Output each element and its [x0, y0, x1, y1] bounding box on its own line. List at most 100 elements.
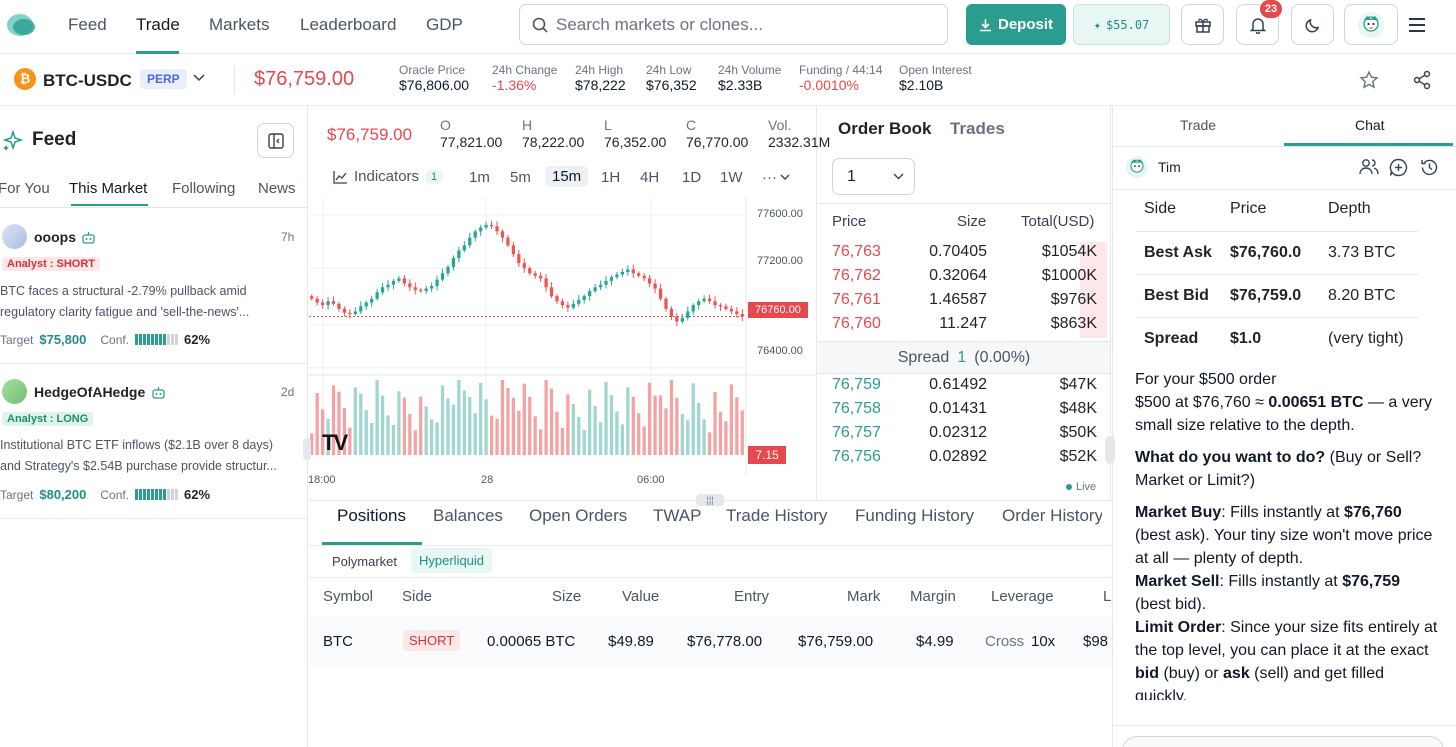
- bid-row[interactable]: 76,756 0.02892 $52K: [832, 448, 1097, 472]
- history-icon[interactable]: [1420, 158, 1439, 177]
- chevron-down-icon: [893, 173, 904, 180]
- feed-post[interactable]: HedgeOfAHedge 2d Analyst : LONG Institut…: [0, 364, 308, 519]
- timeframe-1d[interactable]: 1D: [682, 169, 702, 186]
- avatar[interactable]: [2, 224, 27, 249]
- app-logo-icon[interactable]: [6, 12, 36, 38]
- post-username[interactable]: ooops: [34, 229, 76, 245]
- volume-bar: [429, 419, 434, 455]
- ask-row[interactable]: 76,762 0.32064 $1000K: [832, 267, 1097, 291]
- subtab-hyperliquid[interactable]: Hyperliquid: [411, 548, 493, 573]
- candle-body: [740, 313, 744, 317]
- ask-depth-bar: [1080, 242, 1107, 338]
- spread-label: Spread: [897, 348, 950, 366]
- tab-trade-panel[interactable]: Trade: [1180, 117, 1217, 133]
- profile-button[interactable]: [1344, 4, 1398, 45]
- nav-gdp[interactable]: GDP: [426, 15, 463, 34]
- timeframe-15m[interactable]: 15m: [545, 166, 589, 187]
- col-symbol[interactable]: Symbol: [323, 588, 374, 605]
- post-username[interactable]: HedgeOfAHedge: [34, 384, 146, 400]
- resize-handle-vertical[interactable]: [303, 438, 311, 460]
- timeframe-1h[interactable]: 1H: [601, 169, 621, 186]
- bid-row[interactable]: 76,759 0.61492 $47K: [832, 376, 1097, 400]
- nav-leaderboard[interactable]: Leaderboard: [300, 15, 397, 34]
- candle-body: [533, 273, 537, 276]
- ask-row[interactable]: 76,760 11.247 $863K: [832, 315, 1097, 339]
- nav-markets[interactable]: Markets: [209, 15, 270, 34]
- chat-span: : Since your size fits entirely at the t…: [1135, 619, 1438, 659]
- candle-body: [620, 272, 625, 275]
- price-chart[interactable]: [309, 197, 817, 497]
- timeframe-1m[interactable]: 1m: [469, 169, 490, 186]
- tab-funding-history[interactable]: Funding History: [855, 506, 975, 525]
- new-chat-icon[interactable]: [1389, 158, 1408, 177]
- ask-row[interactable]: 76,761 1.46587 $976K: [832, 291, 1097, 315]
- indicators-button[interactable]: Indicators 1: [333, 168, 444, 185]
- more-timeframes-button[interactable]: ···: [762, 169, 790, 186]
- ask-row[interactable]: 76,763 0.70405 $1054K: [832, 243, 1097, 267]
- candle-body: [320, 302, 325, 306]
- bid-row[interactable]: 76,757 0.02312 $50K: [832, 424, 1097, 448]
- share-icon[interactable]: [1412, 70, 1432, 90]
- col-value[interactable]: Value: [622, 588, 660, 605]
- candle-body: [582, 296, 586, 300]
- collapse-panel-button[interactable]: [257, 123, 294, 158]
- grouping-select[interactable]: 1: [832, 158, 915, 195]
- volume-bar: [729, 384, 734, 455]
- chat-input[interactable]: [1122, 736, 1444, 747]
- candle-body: [697, 301, 701, 306]
- nav-trade[interactable]: Trade: [136, 15, 180, 34]
- theme-toggle-button[interactable]: [1291, 4, 1334, 45]
- volume-bar: [315, 393, 319, 455]
- avatar[interactable]: [2, 379, 27, 404]
- notifications-button[interactable]: [1236, 4, 1279, 45]
- col-liquidation[interactable]: L: [1103, 588, 1111, 605]
- menu-button[interactable]: [1399, 4, 1435, 45]
- col-side[interactable]: Side: [402, 588, 433, 605]
- feed-tab-for-you[interactable]: For You: [0, 180, 50, 197]
- tab-order-book[interactable]: Order Book: [838, 119, 932, 138]
- balance-button[interactable]: ✦ $55.07: [1073, 4, 1170, 45]
- timeframe-4h[interactable]: 4H: [640, 169, 660, 186]
- volume-bar: [489, 415, 494, 455]
- btc-coin-icon: ₿: [14, 68, 36, 90]
- stat-high: 24h High $78,222: [575, 63, 626, 93]
- divider: [818, 203, 1110, 204]
- volume-bar: [506, 388, 510, 455]
- timeframe-1w[interactable]: 1W: [720, 169, 743, 186]
- search-input[interactable]: [556, 5, 936, 44]
- tab-open-orders[interactable]: Open Orders: [529, 506, 628, 525]
- bid-row[interactable]: 76,758 0.01431 $48K: [832, 400, 1097, 424]
- volume-tag: 7.15: [748, 446, 786, 464]
- volume-bar: [549, 388, 554, 455]
- tab-twap[interactable]: TWAP: [653, 506, 702, 525]
- col-size[interactable]: Size: [552, 588, 582, 605]
- chevron-down-icon[interactable]: [193, 74, 205, 82]
- timeframe-5m[interactable]: 5m: [510, 169, 531, 186]
- feed-tab-news[interactable]: News: [258, 180, 296, 197]
- nav-feed[interactable]: Feed: [68, 15, 107, 34]
- star-icon[interactable]: [1359, 70, 1379, 90]
- tab-order-history[interactable]: Order History: [1002, 506, 1102, 525]
- tab-balances[interactable]: Balances: [433, 506, 503, 525]
- feed-tab-this-market[interactable]: This Market: [69, 180, 148, 197]
- search-box[interactable]: [519, 4, 948, 45]
- tab-positions[interactable]: Positions: [337, 506, 406, 525]
- tab-chat[interactable]: Chat: [1355, 117, 1385, 133]
- side-short-badge: SHORT: [403, 630, 461, 651]
- users-icon[interactable]: [1359, 158, 1379, 176]
- chat-bold: What do you want to do?: [1135, 449, 1326, 466]
- col-mark[interactable]: Mark: [847, 588, 881, 605]
- tab-trade-history[interactable]: Trade History: [726, 506, 828, 525]
- feed-post[interactable]: ooops 7h Analyst : SHORT BTC faces a str…: [0, 208, 308, 364]
- resize-handle-vertical[interactable]: [1105, 436, 1115, 464]
- col-entry[interactable]: Entry: [734, 588, 770, 605]
- tab-trades[interactable]: Trades: [950, 119, 1005, 138]
- rewards-button[interactable]: [1181, 4, 1224, 45]
- market-symbol[interactable]: BTC-USDC: [43, 71, 132, 90]
- feed-tab-following[interactable]: Following: [172, 180, 236, 197]
- chevron-down-icon: [780, 174, 790, 180]
- col-margin[interactable]: Margin: [910, 588, 956, 605]
- deposit-button[interactable]: Deposit: [966, 4, 1066, 45]
- col-leverage[interactable]: Leverage: [991, 588, 1054, 605]
- subtab-polymarket[interactable]: Polymarket: [332, 554, 398, 569]
